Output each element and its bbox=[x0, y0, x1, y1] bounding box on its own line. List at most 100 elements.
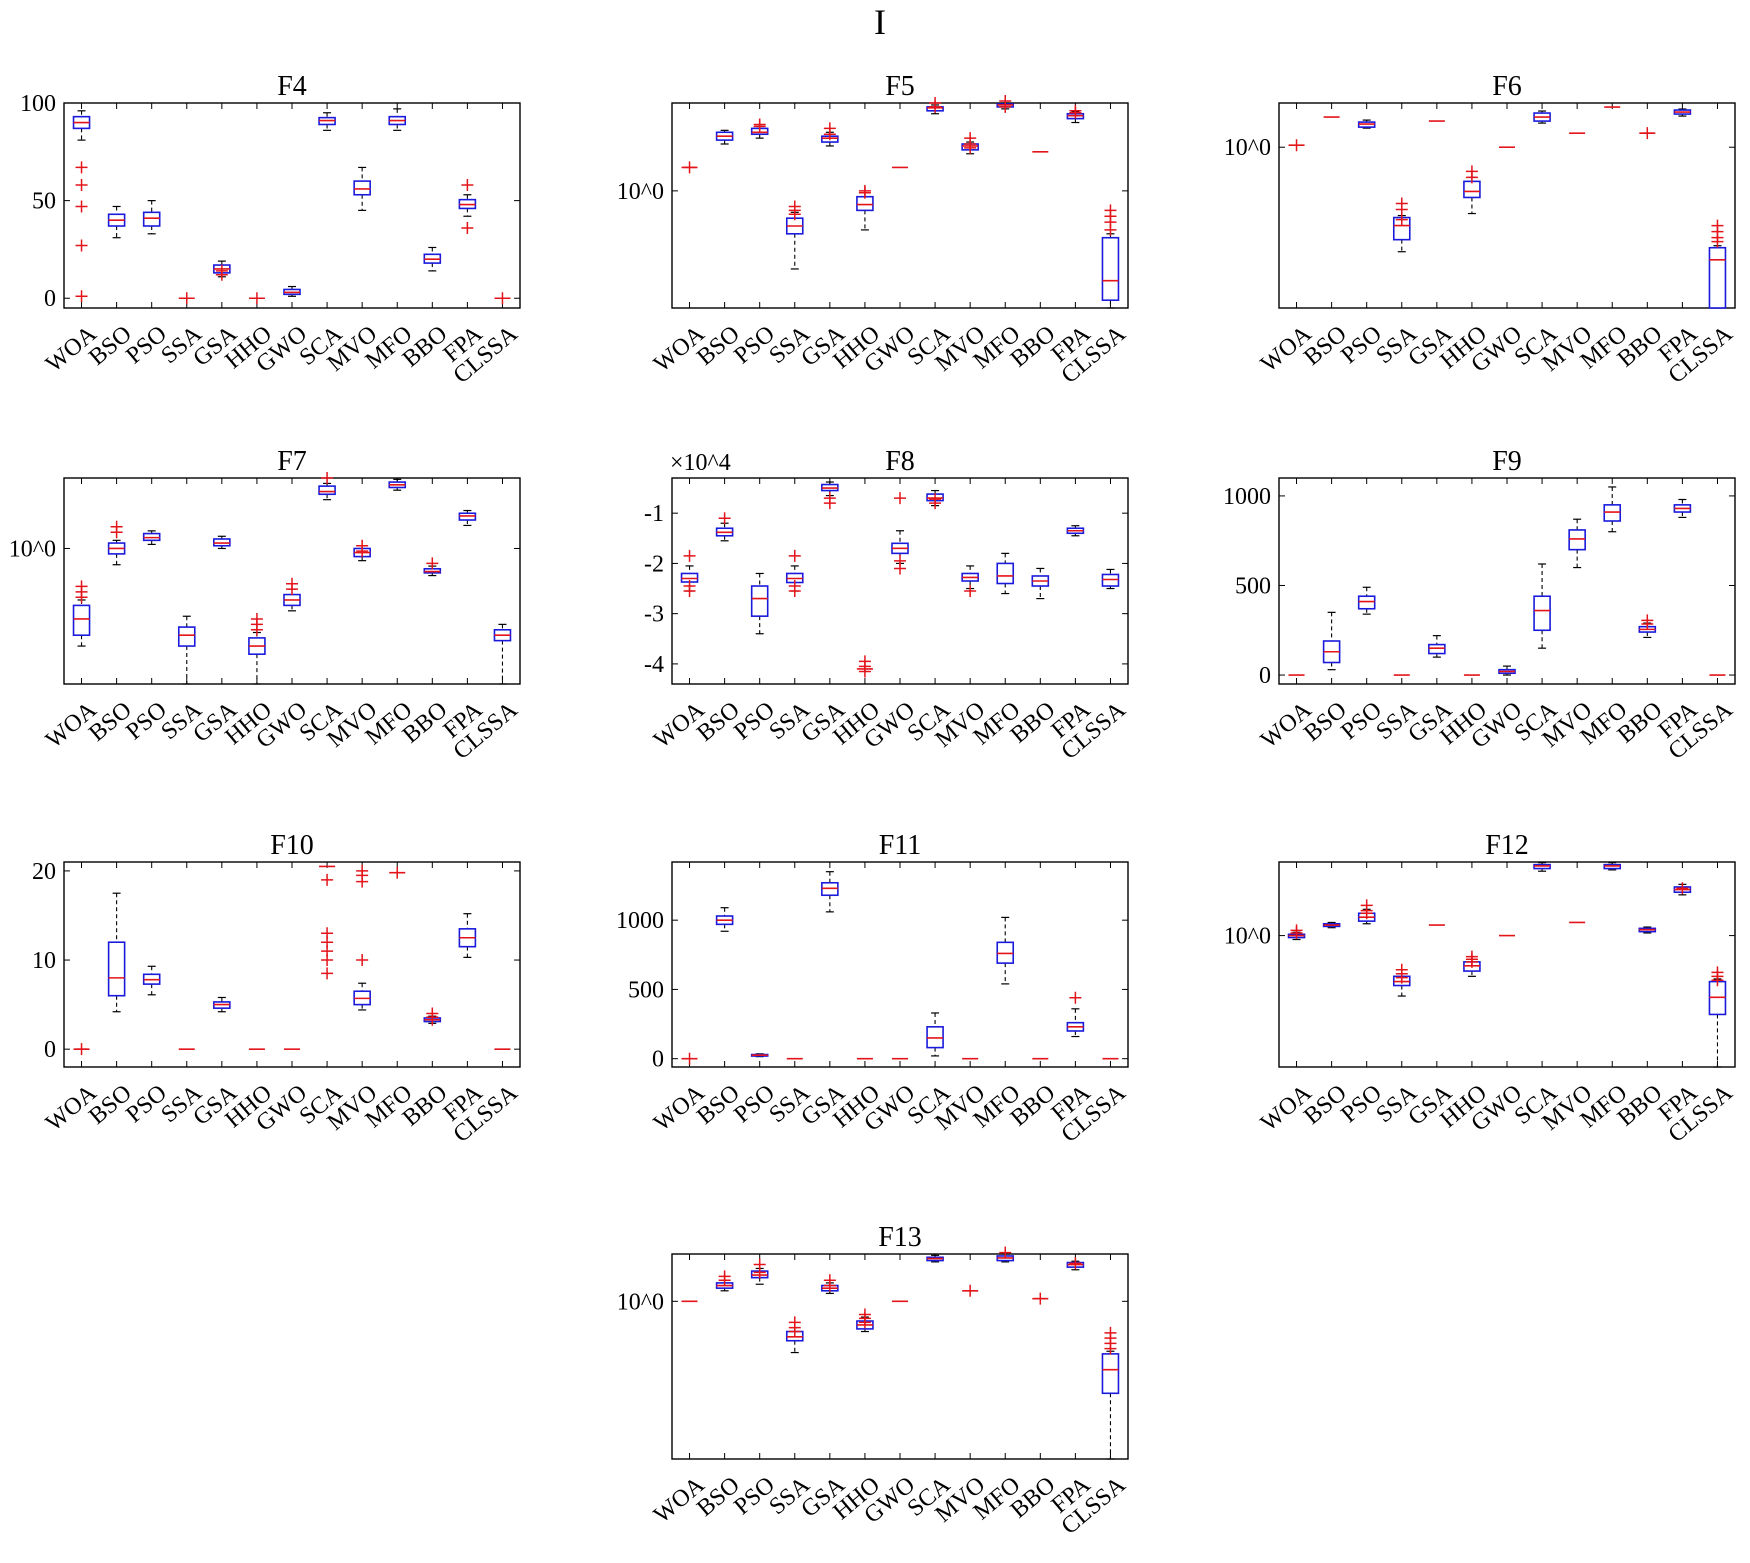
outlier-marker bbox=[683, 549, 696, 562]
outlier-marker bbox=[894, 492, 906, 505]
box-sca bbox=[926, 97, 944, 115]
panel-title: F8 bbox=[885, 446, 915, 477]
panel-f4: F4050100WOABSOPSOSSAGSAHHOGWOSCAMVOMFOBB… bbox=[20, 71, 523, 389]
box-bbo bbox=[1638, 926, 1657, 934]
outlier-marker bbox=[75, 591, 88, 604]
outlier-marker bbox=[496, 292, 509, 305]
outlier-marker bbox=[823, 1279, 836, 1292]
outlier-marker bbox=[461, 179, 474, 191]
box-hho bbox=[856, 655, 873, 678]
box-bso bbox=[107, 520, 126, 566]
iqr-box bbox=[750, 585, 769, 617]
box-bbo bbox=[1031, 567, 1050, 600]
panel-title: F12 bbox=[1485, 830, 1529, 861]
panel-title: F4 bbox=[277, 71, 307, 102]
outlier-marker bbox=[718, 1274, 731, 1287]
outlier-marker bbox=[823, 497, 836, 510]
panel-f7: F710^0WOABSOPSOSSAGSAHHOGWOSCAMVOMFOBBOF… bbox=[9, 446, 523, 765]
outlier-marker bbox=[788, 549, 801, 562]
box-gwo bbox=[1498, 665, 1516, 676]
iqr-box bbox=[72, 604, 91, 637]
y-tick-label: 50 bbox=[32, 189, 56, 215]
outlier-marker bbox=[1104, 1342, 1117, 1355]
iqr-box bbox=[1357, 595, 1376, 610]
iqr-box bbox=[1428, 643, 1446, 655]
box-hho bbox=[856, 1308, 874, 1333]
iqr-box bbox=[1101, 1353, 1120, 1395]
outlier-marker bbox=[1711, 235, 1724, 248]
iqr-box bbox=[318, 485, 336, 496]
outlier-marker bbox=[75, 290, 88, 303]
box-bso bbox=[1322, 611, 1341, 671]
iqr-box bbox=[142, 211, 161, 227]
box-fpa bbox=[458, 913, 477, 958]
box-gsa bbox=[213, 260, 231, 281]
outlier-marker bbox=[1395, 971, 1408, 984]
outlier-marker bbox=[788, 208, 801, 221]
outlier-marker bbox=[1641, 127, 1654, 140]
outlier-marker bbox=[215, 268, 228, 281]
y-tick-label: 1000 bbox=[616, 908, 664, 934]
y-tick-label: -3 bbox=[644, 602, 664, 628]
outlier-marker bbox=[1069, 1257, 1082, 1270]
box-sca bbox=[1533, 110, 1551, 124]
y-tick-label: 500 bbox=[1235, 573, 1271, 599]
box-mfo bbox=[1603, 862, 1622, 871]
box-pso bbox=[750, 118, 769, 139]
box-gwo bbox=[283, 577, 301, 612]
box-fpa bbox=[1066, 991, 1085, 1038]
plot-frame bbox=[1278, 102, 1736, 309]
y-tick-label: 0 bbox=[652, 1047, 664, 1073]
box-pso bbox=[750, 1258, 769, 1285]
outlier-marker bbox=[1465, 171, 1478, 184]
outlier-marker bbox=[356, 954, 369, 967]
y-tick-label: 0 bbox=[44, 286, 56, 312]
box-sca bbox=[926, 1012, 944, 1057]
panel-f9: F905001000WOABSOPSOSSAGSAHHOGWOSCAMVOMFO… bbox=[1223, 446, 1738, 765]
outlier-marker bbox=[461, 221, 474, 234]
box-clssa bbox=[1101, 1326, 1120, 1460]
outlier-marker bbox=[110, 526, 123, 539]
outlier-marker bbox=[683, 585, 696, 598]
outlier-marker bbox=[753, 1266, 766, 1279]
iqr-box bbox=[1533, 595, 1551, 632]
panel-title: F9 bbox=[1492, 446, 1522, 477]
outlier-marker bbox=[718, 512, 731, 525]
box-bso bbox=[1322, 921, 1341, 929]
box-fpa bbox=[1673, 882, 1692, 896]
box-bbo bbox=[1032, 1292, 1049, 1305]
box-mvo bbox=[961, 565, 979, 598]
outlier-marker bbox=[1034, 1292, 1047, 1305]
outlier-marker bbox=[1290, 139, 1303, 152]
box-ssa bbox=[1392, 197, 1411, 253]
figure-label: I bbox=[874, 2, 886, 42]
y-tick-label: 0 bbox=[1259, 663, 1271, 689]
plot-frame bbox=[1278, 861, 1736, 1068]
box-fpa bbox=[458, 179, 477, 234]
outlier-marker bbox=[321, 873, 334, 886]
box-sca bbox=[926, 489, 944, 510]
box-ssa bbox=[785, 549, 804, 598]
outlier-marker bbox=[1676, 882, 1689, 895]
box-sca bbox=[319, 865, 336, 980]
box-mfo bbox=[996, 95, 1015, 113]
plot-frame bbox=[671, 861, 1129, 1068]
box-pso bbox=[750, 572, 769, 635]
iqr-box bbox=[107, 941, 126, 997]
outlier-marker bbox=[1395, 213, 1408, 226]
y-tick-label: -4 bbox=[644, 652, 664, 678]
box-mvo bbox=[961, 132, 979, 155]
panel-f11: F1105001000WOABSOPSOSSAGSAHHOGWOSCAMVOMF… bbox=[616, 830, 1131, 1148]
box-clssa bbox=[1101, 204, 1120, 309]
y-tick-label: 10^0 bbox=[1224, 924, 1271, 950]
outlier-marker bbox=[321, 472, 334, 484]
outlier-marker bbox=[683, 161, 696, 174]
box-gsa bbox=[821, 481, 839, 510]
box-mfo bbox=[996, 552, 1015, 595]
outlier-marker bbox=[858, 184, 871, 197]
plot-frame bbox=[63, 861, 521, 1068]
box-mfo bbox=[996, 1246, 1015, 1263]
outlier-marker bbox=[250, 292, 263, 305]
outlier-marker bbox=[999, 1246, 1012, 1259]
box-mvo bbox=[962, 1284, 979, 1297]
